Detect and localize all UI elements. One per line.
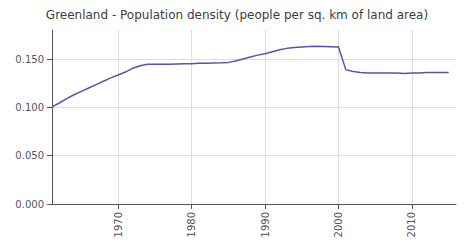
svg-text:Greenland - Population density: Greenland - Population density (people p… bbox=[46, 8, 428, 22]
svg-text:1980: 1980 bbox=[186, 212, 197, 237]
svg-text:0.150: 0.150 bbox=[15, 54, 44, 65]
svg-text:1970: 1970 bbox=[113, 212, 124, 237]
svg-text:2000: 2000 bbox=[333, 212, 344, 237]
svg-text:0.100: 0.100 bbox=[15, 102, 44, 113]
svg-text:2010: 2010 bbox=[406, 212, 417, 237]
svg-text:0.050: 0.050 bbox=[15, 150, 44, 161]
svg-text:0.000: 0.000 bbox=[15, 199, 44, 210]
svg-text:1990: 1990 bbox=[260, 212, 271, 237]
